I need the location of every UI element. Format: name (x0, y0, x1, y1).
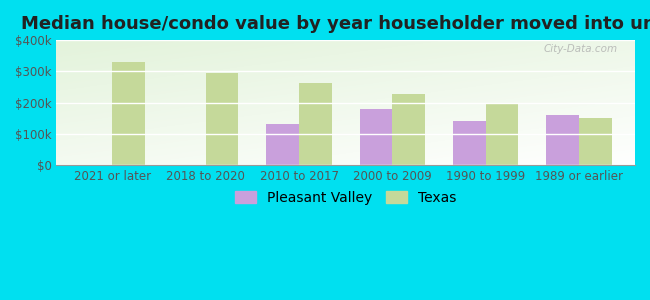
Bar (266, 124, 299, 165)
Bar (486, 103, 518, 165)
Bar (359, 110, 393, 165)
Title: Median house/condo value by year householder moved into unit: Median house/condo value by year househo… (21, 15, 650, 33)
Text: City-Data.com: City-Data.com (543, 44, 618, 54)
Bar (112, 62, 145, 165)
Bar (453, 121, 486, 165)
Legend: Pleasant Valley, Texas: Pleasant Valley, Texas (229, 185, 462, 210)
Bar (393, 94, 425, 165)
Bar (206, 73, 239, 165)
Bar (299, 83, 332, 165)
Bar (579, 118, 612, 165)
Bar (547, 115, 579, 165)
